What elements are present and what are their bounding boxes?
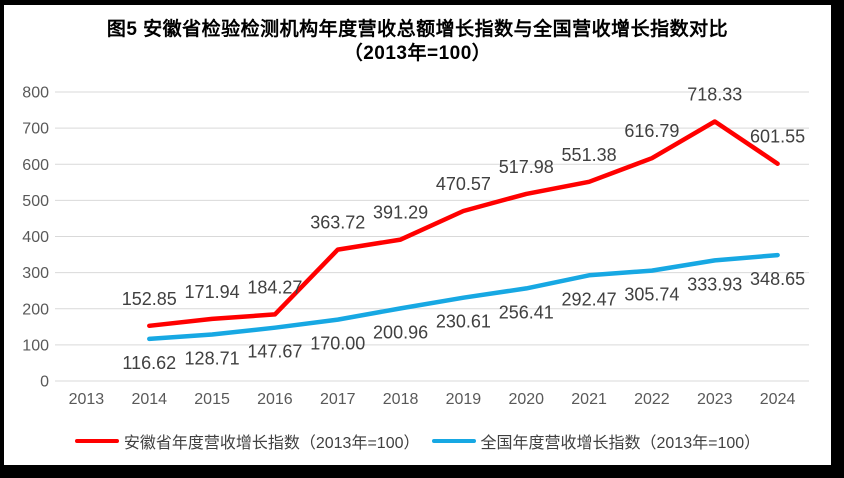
legend-label-national: 全国年度营收增长指数（2013年=100）: [480, 435, 761, 452]
data-label: 391.29: [373, 203, 428, 223]
data-label: 616.79: [624, 121, 679, 141]
legend-label-anhui: 安徽省年度营收增长指数（2013年=100）: [123, 435, 420, 452]
x-tick-label: 2021: [571, 391, 607, 408]
data-label: 551.38: [562, 145, 617, 165]
chart-canvas: 图5 安徽省检验检测机构年度营收总额增长指数与全国营收增长指数对比 （2013年…: [4, 5, 831, 465]
data-label: 128.71: [185, 349, 240, 369]
data-label: 470.57: [436, 174, 491, 194]
x-tick-label: 2018: [383, 391, 419, 408]
data-label: 171.94: [185, 282, 240, 302]
y-tick-label: 700: [22, 121, 49, 138]
data-label: 348.65: [750, 269, 805, 289]
x-tick-label: 2023: [697, 391, 733, 408]
national-data-labels: 116.62 128.71 147.67 170.00 200.96 230.61 256.…: [122, 269, 805, 373]
x-tick-label: 2024: [760, 391, 796, 408]
data-label: 230.61: [436, 312, 491, 332]
chart-title: 图5 安徽省检验检测机构年度营收总额增长指数与全国营收增长指数对比 （2013年…: [4, 18, 831, 66]
y-tick-label: 800: [22, 85, 49, 102]
x-axis-labels: 2013 2014 2015 2016 2017 2018 2019 2020 2021 2022…: [69, 391, 796, 408]
y-tick-label: 600: [22, 157, 49, 174]
anhui-data-labels: 152.85 171.94 184.27 363.72 391.29 470.57 517.…: [122, 85, 805, 309]
data-label: 152.85: [122, 289, 177, 309]
x-tick-label: 2015: [194, 391, 230, 408]
y-tick-label: 200: [22, 301, 49, 318]
data-label: 718.33: [687, 85, 742, 105]
data-label: 292.47: [562, 289, 617, 309]
chart-legend: 安徽省年度营收增长指数（2013年=100） 全国年度营收增长指数（2013年=…: [4, 429, 831, 453]
x-tick-label: 2014: [131, 391, 167, 408]
national-series-line: [147, 252, 780, 342]
data-label: 184.27: [247, 277, 302, 297]
data-label: 147.67: [247, 342, 302, 362]
x-tick-label: 2019: [446, 391, 482, 408]
legend-item-national: 全国年度营收增长指数（2013年=100）: [431, 429, 761, 453]
legend-line-swatch-blue: [431, 438, 476, 444]
y-tick-label: 300: [22, 265, 49, 282]
y-gridlines: [55, 91, 809, 382]
data-label: 256.41: [499, 302, 554, 322]
x-tick-label: 2022: [634, 391, 670, 408]
x-tick-label: 2013: [69, 391, 105, 408]
chart-title-line2: （2013年=100）: [343, 43, 492, 64]
anhui-series-line: [147, 119, 780, 329]
data-label: 305.74: [624, 285, 679, 305]
x-tick-label: 2020: [508, 391, 544, 408]
data-label: 601.55: [750, 127, 805, 147]
y-tick-label: 400: [22, 229, 49, 246]
x-tick-label: 2017: [320, 391, 356, 408]
legend-line-swatch-red: [74, 438, 119, 444]
data-label: 170.00: [310, 334, 365, 354]
y-tick-label: 0: [40, 374, 49, 391]
data-label: 517.98: [499, 157, 554, 177]
x-tick-label: 2016: [257, 391, 293, 408]
data-label: 363.72: [310, 213, 365, 233]
y-tick-label: 100: [22, 337, 49, 354]
data-label: 200.96: [373, 322, 428, 342]
data-label: 333.93: [687, 274, 742, 294]
y-axis-labels: 0 100 200 300 400 500 600 700 800: [22, 85, 49, 391]
y-tick-label: 500: [22, 193, 49, 210]
data-label: 116.62: [122, 353, 176, 373]
legend-item-anhui: 安徽省年度营收增长指数（2013年=100）: [74, 429, 420, 453]
chart-title-line1: 图5 安徽省检验检测机构年度营收总额增长指数与全国营收增长指数对比: [106, 19, 729, 40]
